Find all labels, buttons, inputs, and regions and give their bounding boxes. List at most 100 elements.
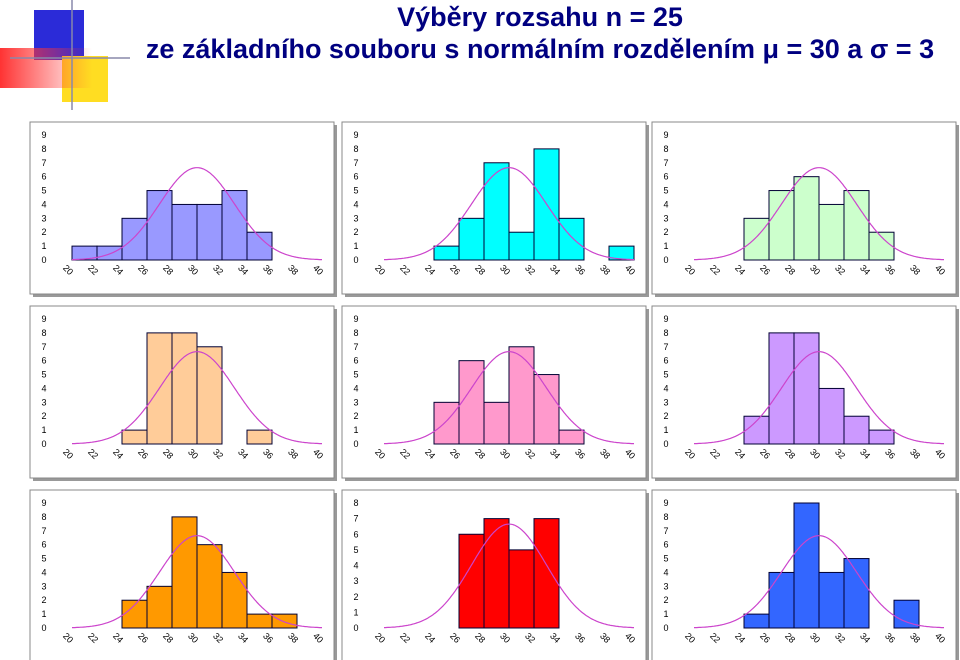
- y-tick-label: 7: [353, 514, 358, 524]
- y-tick-label: 1: [663, 425, 668, 435]
- y-tick-label: 9: [41, 498, 46, 508]
- y-tick-label: 9: [41, 314, 46, 324]
- bar: [768, 190, 795, 261]
- y-tick-label: 8: [41, 512, 46, 522]
- y-tick-label: 3: [41, 581, 46, 591]
- normal-curve: [72, 535, 322, 629]
- y-tick-label: 8: [663, 144, 668, 154]
- bar: [558, 217, 585, 261]
- y-tick-label: 0: [353, 439, 358, 449]
- y-tick-label: 5: [41, 186, 46, 196]
- y-tick-label: 6: [353, 356, 358, 366]
- y-tick-label: 9: [663, 130, 668, 140]
- bar: [121, 429, 148, 445]
- normal-curve: [72, 351, 322, 445]
- bar: [146, 585, 173, 629]
- bar: [743, 613, 770, 629]
- y-tick-label: 8: [353, 498, 358, 508]
- y-tick-label: 2: [41, 227, 46, 237]
- y-tick-label: 4: [353, 383, 358, 393]
- bar: [793, 176, 820, 261]
- y-tick-label: 0: [41, 439, 46, 449]
- bar: [818, 387, 845, 445]
- bar: [743, 217, 770, 261]
- logo: [0, 0, 130, 110]
- y-tick-label: 5: [41, 554, 46, 564]
- y-tick-label: 3: [353, 213, 358, 223]
- bar: [146, 190, 173, 261]
- y-tick-label: 0: [663, 255, 668, 265]
- bar: [508, 346, 535, 445]
- y-tick-label: 3: [41, 397, 46, 407]
- y-tick-label: 9: [353, 130, 358, 140]
- normal-curve: [384, 523, 634, 629]
- title-line: Výběry rozsahu n = 25: [397, 2, 683, 32]
- bar: [121, 217, 148, 261]
- bar: [818, 203, 845, 261]
- y-tick-label: 5: [663, 554, 668, 564]
- bar: [558, 429, 585, 445]
- y-tick-label: 4: [663, 199, 668, 209]
- bar: [171, 203, 198, 261]
- y-tick-label: 3: [353, 397, 358, 407]
- bar: [221, 571, 248, 629]
- y-tick-label: 7: [353, 342, 358, 352]
- y-tick-label: 9: [41, 130, 46, 140]
- bar: [96, 245, 123, 261]
- y-tick-label: 5: [663, 186, 668, 196]
- y-tick-label: 2: [663, 411, 668, 421]
- y-tick-label: 1: [41, 425, 46, 435]
- y-tick-label: 3: [663, 397, 668, 407]
- y-tick-label: 2: [353, 411, 358, 421]
- bar: [508, 549, 535, 629]
- y-tick-label: 1: [353, 607, 358, 617]
- y-tick-label: 7: [663, 158, 668, 168]
- bar: [793, 502, 820, 629]
- y-tick-label: 3: [41, 213, 46, 223]
- bar: [483, 518, 510, 629]
- normal-curve: [384, 167, 634, 261]
- y-tick-label: 0: [41, 623, 46, 633]
- y-tick-label: 8: [663, 328, 668, 338]
- bar: [246, 613, 273, 629]
- bar: [221, 190, 248, 261]
- normal-curve: [384, 351, 634, 445]
- y-tick-label: 5: [353, 186, 358, 196]
- bar: [433, 245, 460, 261]
- bar: [508, 231, 535, 261]
- y-tick-label: 0: [663, 623, 668, 633]
- title-line: ze základního souboru s normálním rozděl…: [146, 34, 934, 64]
- y-tick-label: 8: [41, 144, 46, 154]
- y-tick-label: 5: [41, 370, 46, 380]
- normal-curve: [72, 167, 322, 261]
- y-tick-label: 3: [663, 213, 668, 223]
- bar: [171, 332, 198, 445]
- y-tick-label: 4: [663, 383, 668, 393]
- y-tick-label: 4: [41, 567, 46, 577]
- y-tick-label: 9: [663, 498, 668, 508]
- y-tick-label: 0: [353, 255, 358, 265]
- y-tick-label: 2: [663, 227, 668, 237]
- y-tick-label: 8: [41, 328, 46, 338]
- y-tick-label: 2: [353, 227, 358, 237]
- bar: [196, 544, 223, 629]
- bar: [171, 516, 198, 629]
- y-tick-label: 1: [41, 609, 46, 619]
- bar: [893, 599, 920, 629]
- y-tick-label: 7: [41, 342, 46, 352]
- y-tick-label: 7: [353, 158, 358, 168]
- y-tick-label: 5: [353, 545, 358, 555]
- y-tick-label: 4: [353, 561, 358, 571]
- y-tick-label: 3: [663, 581, 668, 591]
- bar: [818, 571, 845, 629]
- bar: [793, 332, 820, 445]
- y-tick-label: 5: [353, 370, 358, 380]
